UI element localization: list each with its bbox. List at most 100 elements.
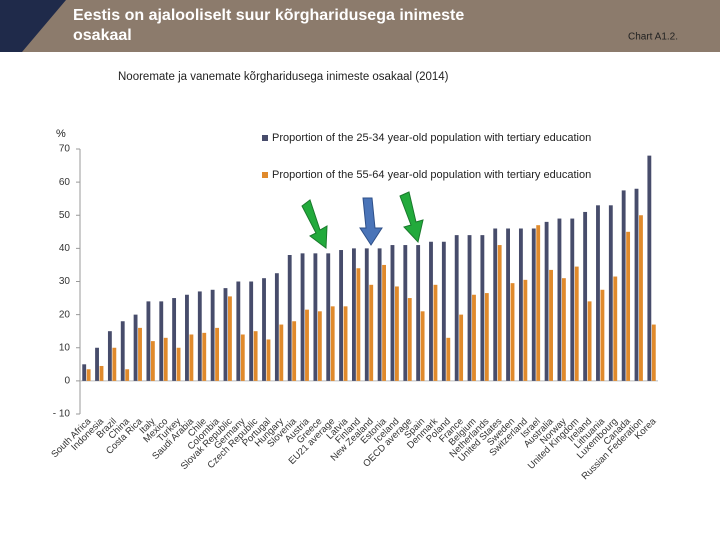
bar xyxy=(416,245,421,381)
bar xyxy=(146,301,151,381)
bar xyxy=(138,327,142,381)
bar xyxy=(587,301,592,381)
bar xyxy=(317,311,322,381)
bar xyxy=(561,278,566,381)
bar xyxy=(536,225,541,381)
bar xyxy=(172,298,177,381)
bar xyxy=(549,269,553,381)
bar xyxy=(403,245,408,381)
bar xyxy=(429,241,433,381)
bar xyxy=(330,306,335,381)
bar xyxy=(394,286,399,381)
bar xyxy=(82,364,87,381)
y-tick-label: 70 xyxy=(59,144,71,155)
bar xyxy=(433,284,438,381)
y-tick-label: 40 xyxy=(59,243,71,254)
bar xyxy=(86,369,91,381)
bar xyxy=(583,211,588,381)
bar xyxy=(480,235,485,381)
bar xyxy=(390,245,395,381)
bar xyxy=(253,331,258,381)
bar xyxy=(531,228,536,381)
legend-label: Proportion of the 25-34 year-old populat… xyxy=(272,132,591,144)
bar xyxy=(274,273,279,381)
bar xyxy=(176,347,181,381)
bar xyxy=(647,155,652,381)
bar xyxy=(621,190,626,381)
legend-swatch xyxy=(262,135,268,141)
bar xyxy=(493,228,498,381)
bar xyxy=(99,365,104,381)
bar xyxy=(454,235,459,381)
bar xyxy=(292,321,297,381)
bar xyxy=(279,324,284,381)
bar xyxy=(497,245,502,381)
bar xyxy=(574,266,579,381)
bar xyxy=(240,334,245,381)
bar xyxy=(420,311,425,381)
bar xyxy=(352,248,356,381)
bar xyxy=(185,294,189,381)
bar xyxy=(189,334,194,381)
y-tick-label: 20 xyxy=(59,309,71,320)
arrow xyxy=(399,191,424,244)
bar xyxy=(484,293,489,381)
bar xyxy=(262,278,266,381)
bar xyxy=(202,332,207,381)
header-panel xyxy=(22,0,720,52)
bar xyxy=(339,250,344,381)
bar xyxy=(215,327,220,381)
bar xyxy=(197,291,202,381)
bar xyxy=(95,347,99,381)
bar xyxy=(364,248,369,381)
bar xyxy=(544,221,549,381)
bar xyxy=(343,306,348,381)
bar xyxy=(120,321,125,381)
bar xyxy=(313,253,318,381)
bar xyxy=(287,255,292,381)
arrows xyxy=(301,191,424,249)
bar xyxy=(459,314,464,381)
bar xyxy=(600,289,605,381)
bar xyxy=(300,253,305,381)
bar xyxy=(266,339,271,381)
bar xyxy=(125,369,130,381)
title: Eestis on ajalooliselt suur kõrghariduse… xyxy=(73,7,464,44)
bar xyxy=(472,294,476,381)
y-tick-label: 50 xyxy=(59,210,71,221)
bar xyxy=(506,228,510,381)
bar xyxy=(613,276,618,381)
y-tick-label: 30 xyxy=(59,276,71,287)
y-tick-label: - 10 xyxy=(53,409,71,420)
y-label: % xyxy=(56,128,66,140)
bar xyxy=(467,235,472,381)
bar xyxy=(523,279,528,381)
bar xyxy=(608,205,613,381)
y-tick-label: 60 xyxy=(59,177,71,188)
bar xyxy=(407,298,412,381)
bar xyxy=(305,309,309,381)
bar xyxy=(651,324,656,381)
bar xyxy=(112,347,117,381)
chart-label: Chart A1.2. xyxy=(628,32,678,43)
bar xyxy=(446,337,451,381)
bar xyxy=(150,341,155,381)
bar xyxy=(228,296,232,381)
bar xyxy=(326,253,331,381)
bar xyxy=(223,288,228,381)
bar xyxy=(163,337,168,381)
bar xyxy=(107,331,112,381)
bar xyxy=(210,289,215,381)
bar xyxy=(510,283,515,381)
bar xyxy=(249,281,254,381)
bar xyxy=(557,218,562,381)
bar xyxy=(570,218,575,381)
y-tick-label: 0 xyxy=(64,376,70,387)
bar xyxy=(441,241,446,381)
bar xyxy=(634,188,639,381)
legend-swatch xyxy=(262,172,268,178)
subtitle: Nooremate ja vanemate kõrgharidusega ini… xyxy=(118,71,449,83)
bar xyxy=(159,301,164,381)
y-tick-label: 10 xyxy=(59,342,71,353)
